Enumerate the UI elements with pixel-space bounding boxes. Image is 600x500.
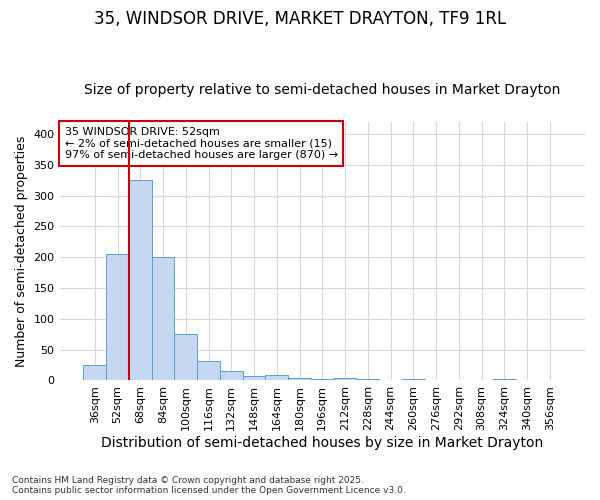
Bar [288, 378, 311, 380]
Bar [493, 378, 515, 380]
Bar [334, 378, 356, 380]
Bar [356, 378, 379, 380]
Bar [265, 375, 288, 380]
Bar [175, 334, 197, 380]
Bar [402, 378, 425, 380]
Text: 35 WINDSOR DRIVE: 52sqm
← 2% of semi-detached houses are smaller (15)
97% of sem: 35 WINDSOR DRIVE: 52sqm ← 2% of semi-det… [65, 127, 338, 160]
Bar [106, 254, 129, 380]
Text: Contains HM Land Registry data © Crown copyright and database right 2025.
Contai: Contains HM Land Registry data © Crown c… [12, 476, 406, 495]
Bar [197, 360, 220, 380]
Bar [220, 371, 242, 380]
Text: 35, WINDSOR DRIVE, MARKET DRAYTON, TF9 1RL: 35, WINDSOR DRIVE, MARKET DRAYTON, TF9 1… [94, 10, 506, 28]
Bar [242, 376, 265, 380]
Bar [311, 378, 334, 380]
Bar [152, 258, 175, 380]
Title: Size of property relative to semi-detached houses in Market Drayton: Size of property relative to semi-detach… [84, 83, 560, 97]
Y-axis label: Number of semi-detached properties: Number of semi-detached properties [15, 136, 28, 367]
Bar [83, 365, 106, 380]
X-axis label: Distribution of semi-detached houses by size in Market Drayton: Distribution of semi-detached houses by … [101, 436, 544, 450]
Bar [129, 180, 152, 380]
